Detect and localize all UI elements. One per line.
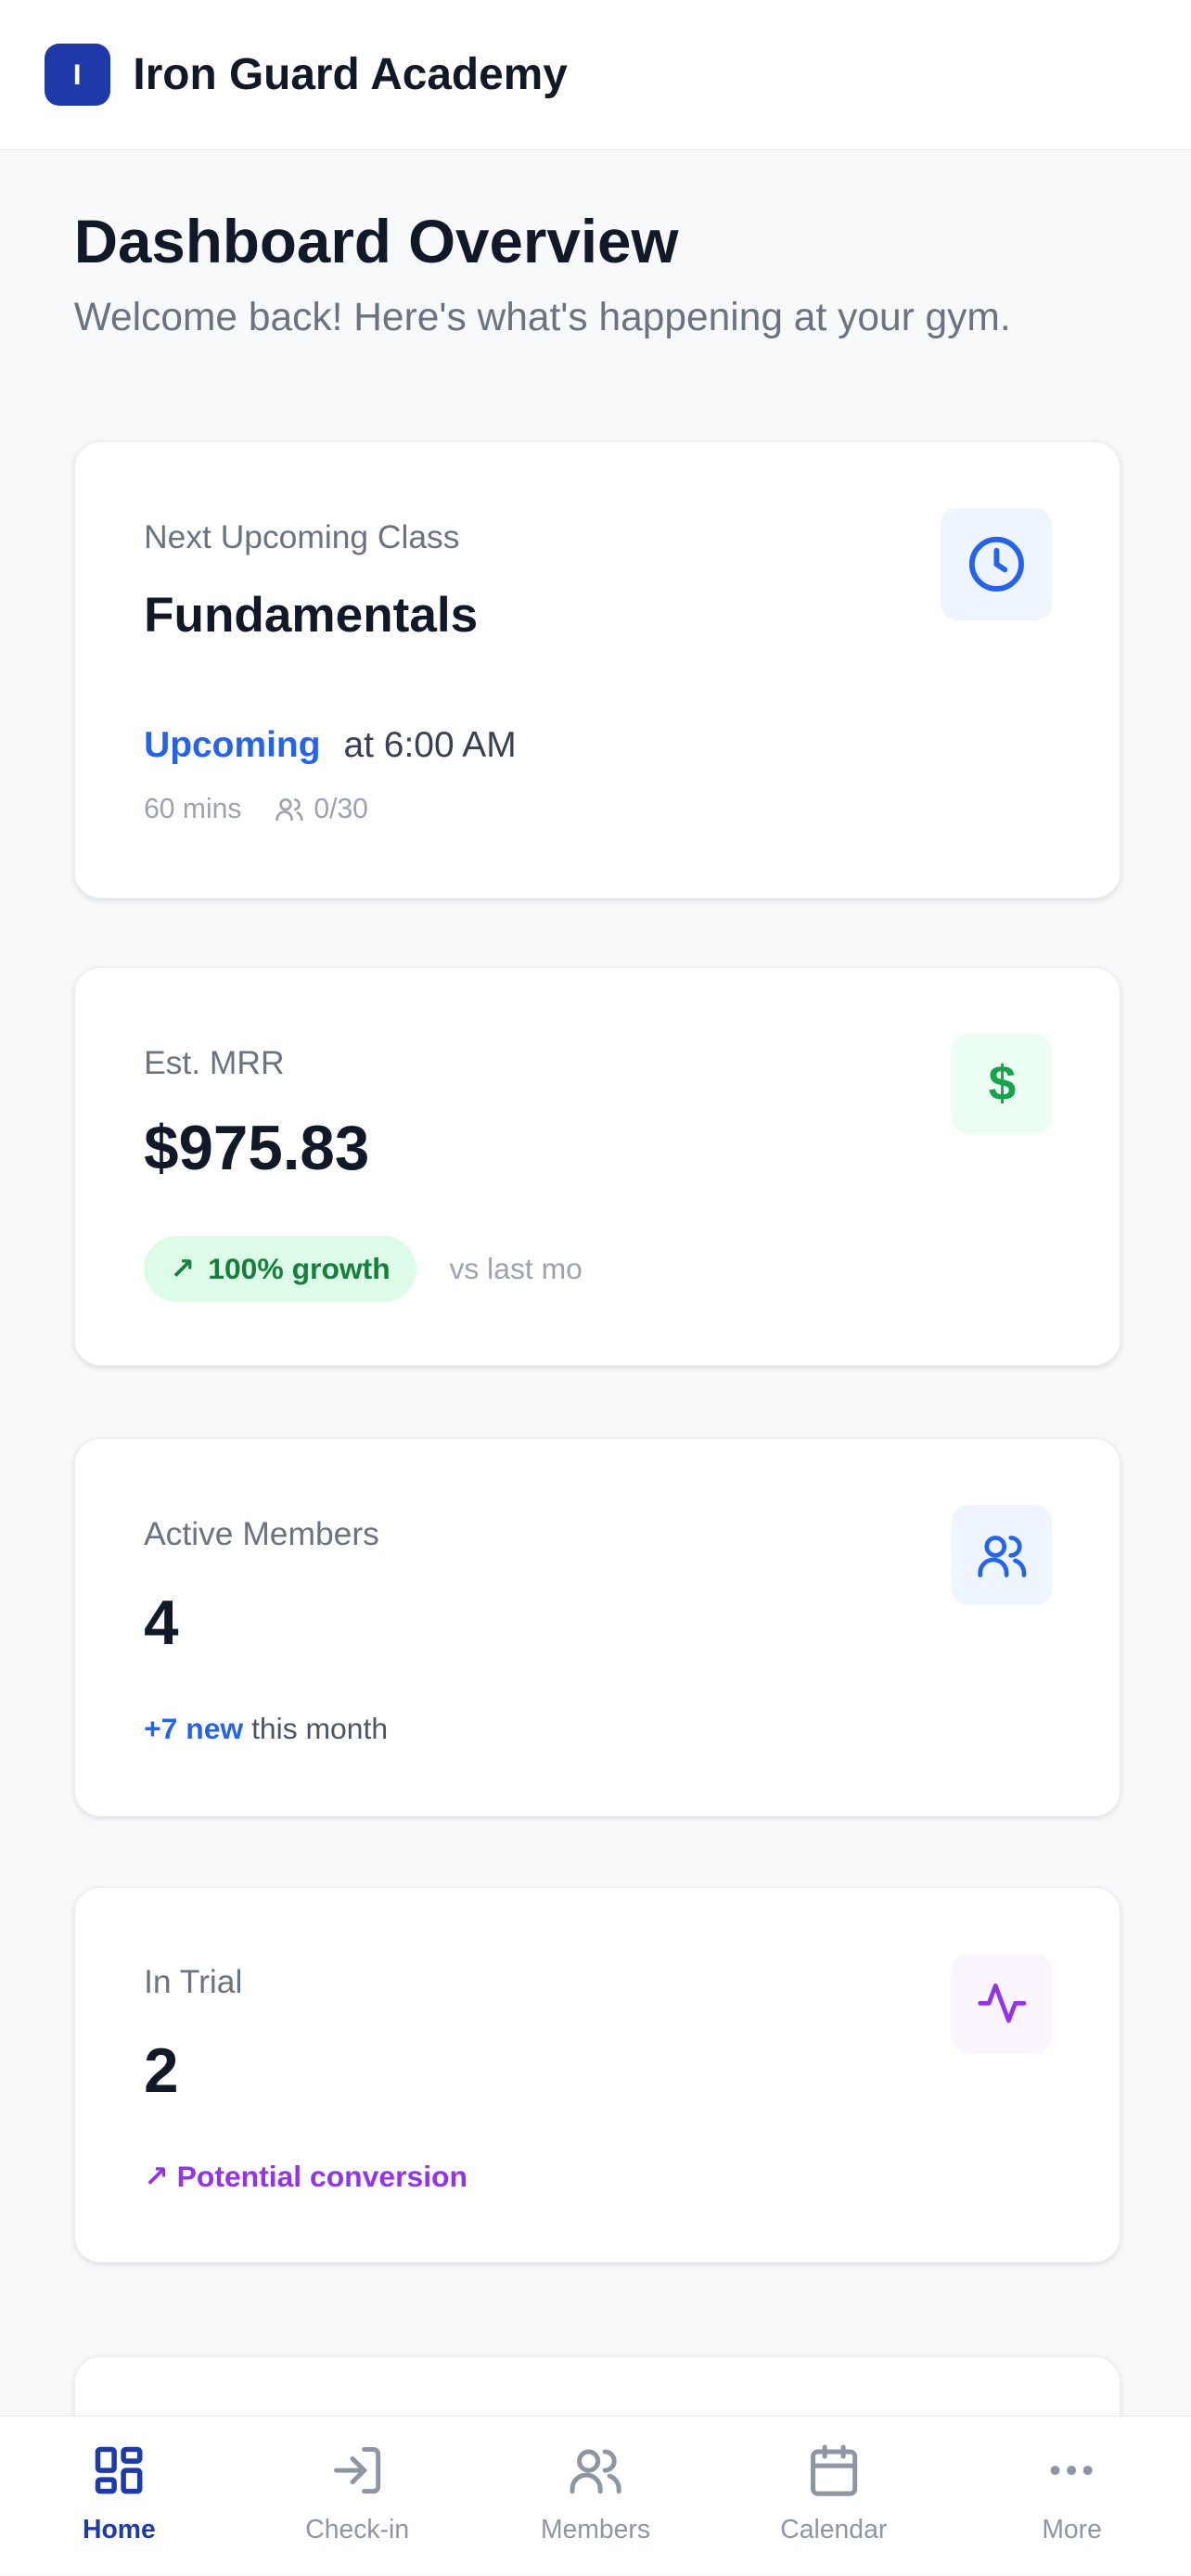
- more-icon: [1051, 2466, 1094, 2476]
- grid-icon: [96, 2447, 143, 2494]
- card-label: Active Members: [144, 1514, 379, 1552]
- arrow-up-right-icon: ↗: [170, 1252, 196, 1286]
- nav-check-in[interactable]: Check-in: [238, 2417, 477, 2575]
- class-capacity: 0/30: [314, 794, 368, 825]
- app-title: Iron Guard Academy: [133, 50, 568, 100]
- users-icon: [952, 1505, 1053, 1606]
- nav-calendar[interactable]: Calendar: [714, 2417, 953, 2575]
- clock-icon: [941, 508, 1053, 620]
- trending-up-icon: ↗: [144, 2160, 169, 2194]
- log-in-icon: [334, 2447, 381, 2494]
- page-subtitle: Welcome back! Here's what's happening at…: [73, 295, 1011, 339]
- nav-label: More: [1042, 2515, 1102, 2545]
- next-class-card[interactable]: Next Upcoming Class Fundamentals Upcomin…: [73, 441, 1121, 899]
- growth-badge: ↗ 100% growth: [144, 1235, 417, 1302]
- nav-members[interactable]: Members: [477, 2417, 715, 2575]
- nav-more[interactable]: More: [953, 2417, 1191, 2575]
- card-label: Next Upcoming Class: [144, 517, 460, 555]
- dollar-icon: $: [952, 1033, 1053, 1134]
- trial-note: Potential conversion: [176, 2160, 467, 2194]
- users-icon: [275, 798, 303, 822]
- nav-home[interactable]: Home: [0, 2417, 238, 2575]
- mrr-value: $975.83: [144, 1113, 370, 1183]
- calendar-icon: [810, 2444, 857, 2497]
- bottom-nav: Home Check-in Members Calendar More: [0, 2416, 1191, 2575]
- members-value: 4: [144, 1588, 179, 1658]
- class-time: at 6:00 AM: [343, 725, 517, 765]
- app-header: I Iron Guard Academy: [0, 0, 1191, 151]
- card-label: Est. MRR: [144, 1043, 285, 1081]
- users-icon: [570, 2449, 621, 2494]
- class-status: Upcoming: [144, 725, 321, 765]
- activity-icon: [952, 1953, 1053, 2054]
- nav-label: Check-in: [305, 2515, 410, 2545]
- card-label: In Trial: [144, 1963, 243, 2001]
- trial-card[interactable]: In Trial 2 ↗ Potential conversion: [73, 1886, 1121, 2264]
- class-name: Fundamentals: [144, 588, 479, 644]
- class-duration: 60 mins: [144, 794, 242, 825]
- nav-label: Calendar: [780, 2515, 888, 2545]
- logo: I: [44, 43, 110, 107]
- comparison-text: vs last mo: [449, 1252, 583, 1286]
- mrr-card[interactable]: Est. MRR $975.83 $ ↗ 100% growth vs last …: [73, 967, 1121, 1367]
- new-members-suffix: this month: [251, 1712, 389, 1746]
- new-members: +7 new: [144, 1712, 244, 1746]
- nav-label: Members: [540, 2515, 651, 2545]
- nav-label: Home: [83, 2515, 156, 2545]
- page-title: Dashboard Overview: [73, 208, 679, 276]
- trial-value: 2: [144, 2036, 179, 2107]
- members-card[interactable]: Active Members 4 +7 new this month: [73, 1438, 1121, 1817]
- growth-text: 100% growth: [208, 1251, 391, 1285]
